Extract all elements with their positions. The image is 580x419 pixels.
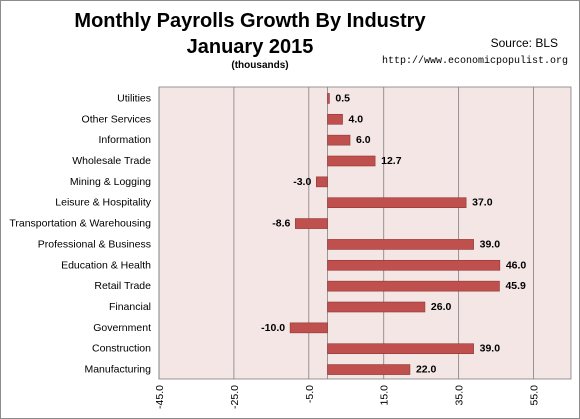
bar	[327, 93, 330, 104]
data-label: -3.0	[293, 176, 311, 188]
data-label: 0.5	[335, 92, 350, 104]
x-tick-label: 35.0	[454, 385, 466, 406]
category-labels: Utilities Other Services Information Wholes…	[9, 92, 151, 375]
bar	[295, 218, 328, 229]
category-label: Other Services	[82, 113, 151, 125]
data-label: -8.6	[272, 218, 290, 230]
category-label: Wholesale Trade	[72, 155, 151, 167]
bar	[327, 197, 467, 209]
bar	[327, 280, 500, 292]
source-label: Source: BLS	[490, 36, 558, 50]
category-label: Government	[93, 322, 151, 334]
bar	[327, 134, 351, 146]
chart-title: Monthly Payrolls Growth By Industry	[74, 10, 426, 32]
x-tick-label: -45.0	[154, 385, 166, 409]
bar	[327, 239, 474, 250]
x-tick-label: 55.0	[529, 385, 541, 406]
bar	[327, 259, 501, 271]
category-label: Professional & Business	[38, 238, 151, 250]
data-label: 39.0	[480, 238, 501, 250]
bar	[327, 343, 474, 355]
category-label: Education & Health	[61, 259, 151, 271]
chart-units: (thousands)	[231, 60, 289, 71]
category-label: Utilities	[117, 92, 151, 104]
chart-title-date: January 2015	[186, 36, 314, 58]
data-label: 37.0	[472, 197, 493, 209]
bar	[289, 322, 328, 334]
plot-area	[158, 86, 572, 380]
category-label: Information	[98, 134, 151, 146]
data-label: -10.0	[261, 322, 285, 334]
bar	[327, 301, 426, 313]
data-label: 45.9	[505, 280, 526, 292]
data-label: 46.0	[506, 259, 527, 271]
value-labels: 0.5 4.0 6.0 12.7 -3.0 37.0 -8.6 39.0 46.0 45.9 26.…	[261, 92, 526, 375]
source-url: http://www.economicpopulist.org	[381, 56, 568, 67]
category-label: Financial	[109, 301, 151, 313]
category-label: Transportation & Warehousing	[9, 218, 151, 230]
category-label: Construction	[92, 343, 151, 355]
bar	[327, 364, 411, 375]
data-label: 6.0	[356, 134, 371, 146]
data-label: 22.0	[416, 364, 437, 376]
data-label: 26.0	[431, 301, 452, 313]
category-label: Retail Trade	[94, 280, 151, 292]
data-label: 4.0	[349, 113, 364, 125]
bar	[327, 113, 343, 125]
x-tick-label: -5.0	[304, 385, 316, 403]
x-tick-labels: -45.0 -25.0 -5.0 15.0 35.0 55.0	[154, 385, 541, 409]
category-label: Manufacturing	[84, 364, 151, 376]
bar	[316, 176, 328, 188]
x-tick-label: -25.0	[229, 385, 241, 409]
x-tick-label: 15.0	[379, 385, 391, 406]
bars	[289, 93, 501, 375]
category-label: Mining & Logging	[70, 176, 151, 188]
category-label: Leisure & Hospitality	[55, 197, 151, 209]
bar	[327, 155, 376, 167]
data-label: 39.0	[480, 343, 501, 355]
data-label: 12.7	[381, 155, 402, 167]
